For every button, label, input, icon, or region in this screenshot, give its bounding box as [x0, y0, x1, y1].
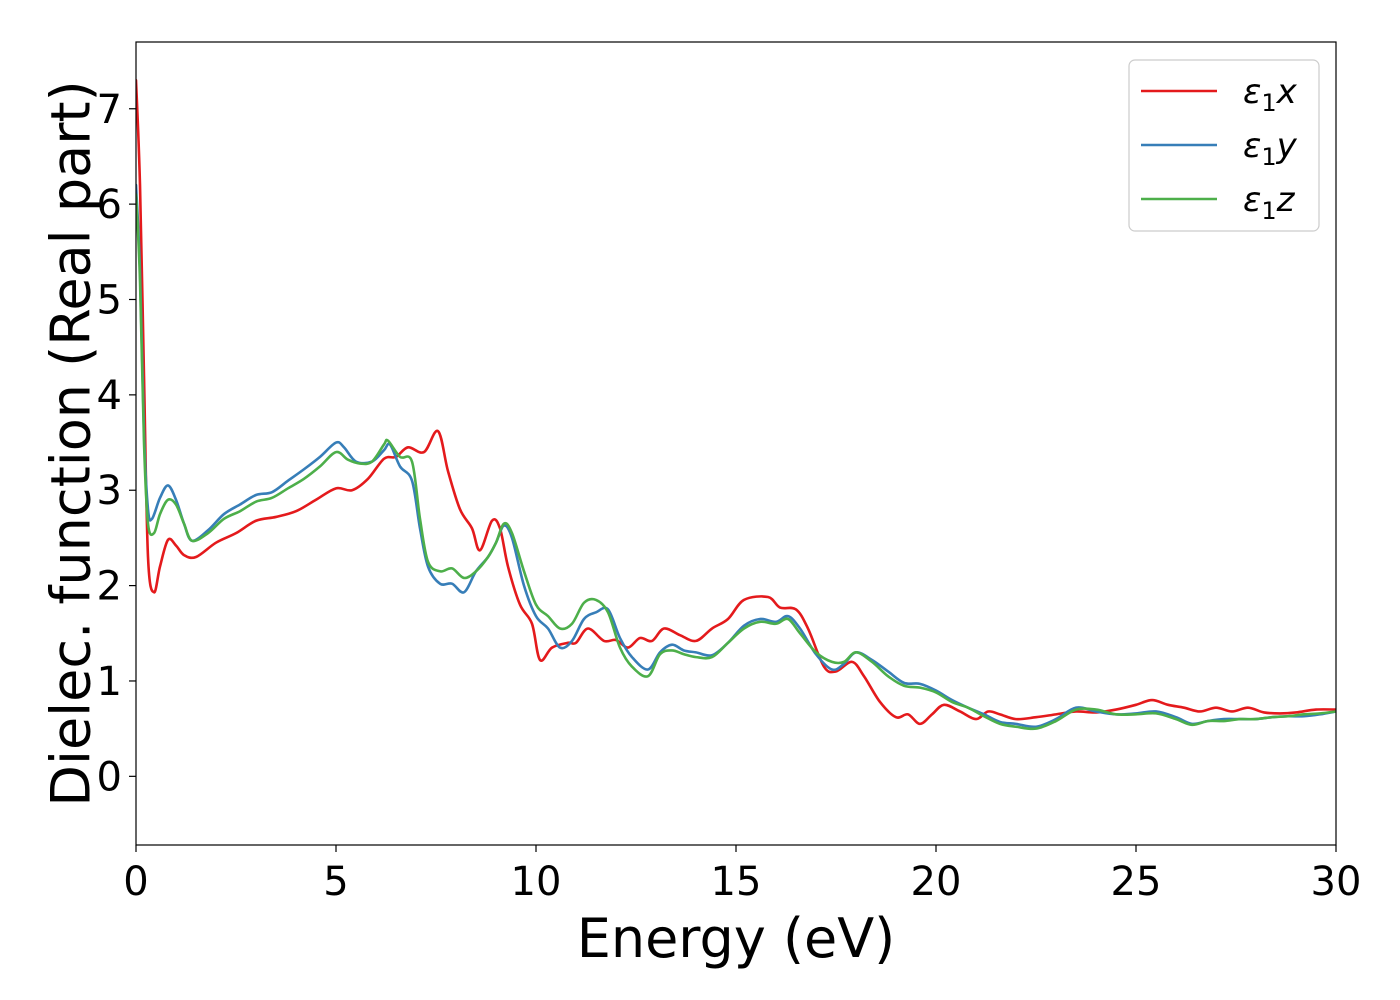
y-tick-label: 4: [97, 373, 122, 419]
legend: ε1x ε1y ε1z: [1128, 59, 1320, 232]
x-tick-label: 10: [511, 859, 562, 905]
legend-label-eps1-y: ε1y: [1243, 126, 1298, 171]
x-tick-label: 15: [711, 859, 762, 905]
y-tick-label: 3: [97, 468, 122, 514]
x-tick-label: 25: [1111, 859, 1162, 905]
series-line-eps1-y: [136, 183, 1336, 729]
x-tick-label: 30: [1311, 859, 1362, 905]
legend-label-eps1-x: ε1x: [1243, 72, 1298, 117]
y-axis-title: Dielec. function (Real part): [40, 80, 103, 806]
x-axis-title: Energy (eV): [577, 907, 896, 970]
x-tick-label: 5: [323, 859, 348, 905]
x-tick-label: 0: [123, 859, 148, 905]
legend-label-eps1-z: ε1z: [1243, 180, 1296, 225]
x-tick-label: 20: [911, 859, 962, 905]
series-line-eps1-z: [136, 193, 1336, 731]
x-axis-ticks: 0 5 10 15 20 25 30: [123, 845, 1361, 905]
series-line-eps1-x: [136, 78, 1336, 726]
legend-box: [1128, 59, 1320, 232]
y-tick-label: 0: [97, 754, 122, 800]
y-tick-label: 6: [97, 182, 122, 228]
y-axis-ticks: 0 1 2 3 4 5 6 7: [97, 87, 136, 800]
y-tick-label: 7: [97, 87, 122, 133]
series-layer: [136, 78, 1336, 731]
y-tick-label: 1: [97, 659, 122, 705]
y-tick-label: 5: [97, 277, 122, 323]
y-tick-label: 2: [97, 564, 122, 610]
